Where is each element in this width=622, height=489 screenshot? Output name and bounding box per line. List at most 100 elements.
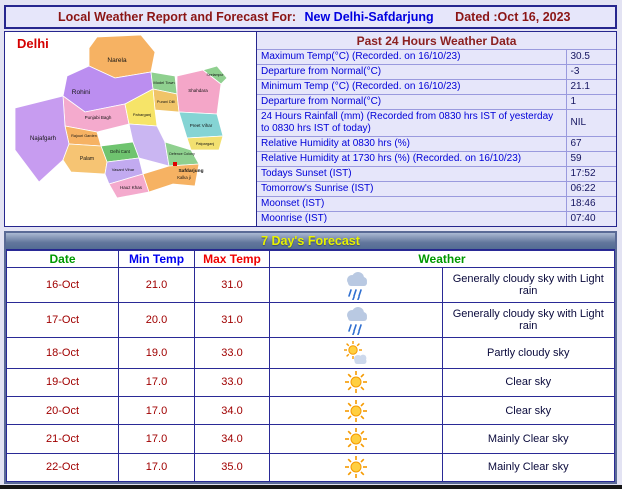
weather-desc-cell: Generally cloudy sky with Light rain: [441, 302, 615, 339]
past24-row: Departure from Normal(°C) -3: [257, 64, 616, 80]
sun-icon: [344, 427, 368, 450]
weather-icon-cell: [269, 337, 443, 369]
past24-row: Maximum Temp(°C) (Recorded. on 16/10/23)…: [257, 50, 616, 65]
safdarjung-marker-label: Safdarjung: [178, 168, 203, 174]
past24-title: Past 24 Hours Weather Data: [257, 32, 616, 50]
district-label: Hauz Khas: [120, 185, 143, 190]
district-label: Purani Dilli: [157, 100, 175, 104]
weather-desc-cell: Mainly Clear sky: [441, 452, 615, 483]
main-section: Delhi: [4, 31, 617, 227]
past24-row: Relative Humidity at 0830 hrs (%) 67: [257, 136, 616, 152]
district-label: Vasant Vihar: [112, 167, 135, 172]
past24-label: Moonset (IST): [257, 196, 567, 212]
district-label: Patparganj: [196, 142, 215, 146]
min-temp-cell: 19.0: [118, 337, 195, 369]
past24-value: 30.5: [566, 50, 616, 65]
past24-label: 24 Hours Rainfall (mm) (Recorded from 08…: [257, 109, 567, 137]
location-link[interactable]: New Delhi-Safdarjung: [304, 10, 434, 24]
past24-value: 17:52: [566, 166, 616, 182]
date-cell: 22-Oct: [6, 452, 119, 483]
max-temp-cell: 31.0: [194, 302, 270, 339]
past24-label: Departure from Normal(°C): [257, 94, 567, 110]
col-header-weather: Weather: [269, 250, 615, 268]
district-label: Kalka ji: [177, 175, 191, 180]
report-header: Local Weather Report and Forecast For: N…: [4, 5, 617, 29]
date-cell: 16-Oct: [6, 266, 119, 304]
forecast-row: 20-Oct 17.0 34.0 Clear sky: [6, 396, 615, 426]
max-temp-cell: 33.0: [194, 337, 270, 369]
safdarjung-marker-icon: [173, 162, 177, 166]
forecast-row: 16-Oct 21.0 31.0 Generally cloudy sky wi…: [6, 266, 615, 304]
forecast-row: 18-Oct 19.0 33.0 Partly cloudy sky: [6, 337, 615, 369]
past24-label: Departure from Normal(°C): [257, 64, 567, 80]
date-cell: 20-Oct: [6, 396, 119, 426]
forecast-title: 7 Day's Forecast: [6, 233, 615, 250]
min-temp-cell: 17.0: [118, 424, 195, 454]
district-label: Model Town: [153, 80, 174, 85]
past24-label: Minimum Temp (°C) (Recorded. on 16/10/23…: [257, 79, 567, 95]
past24-value: 21.1: [566, 79, 616, 95]
district-label: Preet Vihar: [190, 123, 213, 128]
past24-label: Relative Humidity at 0830 hrs (%): [257, 136, 567, 152]
col-header-min-temp: Min Temp: [118, 250, 195, 268]
past24-row: Relative Humidity at 1730 hrs (%) (Recor…: [257, 151, 616, 167]
col-header-max-temp: Max Temp: [194, 250, 270, 268]
past24-value: 1: [566, 94, 616, 110]
weather-icon-cell: [269, 266, 443, 304]
past24-label: Tomorrow's Sunrise (IST): [257, 181, 567, 197]
past24-row: Moonset (IST) 18:46: [257, 196, 616, 212]
sun-icon: [344, 371, 368, 394]
weather-icon-cell: [269, 452, 443, 483]
past24-table: Maximum Temp(°C) (Recorded. on 16/10/23)…: [257, 50, 616, 226]
weather-desc-cell: Clear sky: [441, 367, 615, 398]
rain-icon: [344, 272, 368, 301]
sun-icon: [344, 399, 368, 422]
max-temp-cell: 34.0: [194, 424, 270, 454]
past24-label: Maximum Temp(°C) (Recorded. on 16/10/23): [257, 50, 567, 65]
weather-icon-cell: [269, 424, 443, 454]
sun-icon: [344, 456, 368, 479]
past24-value: 18:46: [566, 196, 616, 212]
forecast-header-row: Date Min Temp Max Temp Weather: [6, 250, 615, 268]
past24-value: NIL: [566, 109, 616, 137]
weather-icon-cell: [269, 302, 443, 339]
forecast-row: 22-Oct 17.0 35.0 Mainly Clear sky: [6, 452, 615, 483]
past24-value: 07:40: [570, 213, 596, 224]
max-temp-cell: 35.0: [194, 452, 270, 483]
forecast-panel: 7 Day's Forecast Date Min Temp Max Temp …: [4, 231, 617, 484]
delhi-map: Delhi: [5, 32, 257, 226]
report-date: Dated :Oct 16, 2023: [455, 10, 571, 24]
min-temp-cell: 20.0: [118, 302, 195, 339]
past24-label: Todays Sunset (IST): [257, 166, 567, 182]
past24-panel: Past 24 Hours Weather Data Maximum Temp(…: [257, 32, 616, 226]
district-seelampur-region: [202, 65, 228, 85]
forecast-table: Date Min Temp Max Temp Weather 16-Oct 21…: [6, 250, 615, 483]
past24-row: Todays Sunset (IST) 17:52: [257, 166, 616, 182]
forecast-row: 17-Oct 20.0 31.0 Generally cloudy sky wi…: [6, 302, 615, 339]
rain-icon: [344, 307, 368, 336]
report-title: Local Weather Report and Forecast For:: [58, 10, 297, 24]
district-label: Najafgarh: [30, 136, 56, 142]
district-label: Rajouri Garden: [71, 134, 97, 138]
past24-row: Tomorrow's Sunrise (IST) 06:22: [257, 181, 616, 197]
delhi-map-image: Narela Rohini Model Town Purani Dilli Sh…: [14, 34, 228, 199]
date-cell: 21-Oct: [6, 424, 119, 454]
date-cell: 17-Oct: [6, 302, 119, 339]
max-temp-cell: 31.0: [194, 266, 270, 304]
min-temp-cell: 17.0: [118, 452, 195, 483]
past24-label: Relative Humidity at 1730 hrs (%) (Recor…: [257, 151, 567, 167]
past24-row: Moonrise (IST) 07:40: [257, 211, 616, 226]
map-title: Delhi: [17, 36, 49, 51]
district-vasant-vihar-region: [104, 157, 144, 185]
district-label: Defence Colony: [169, 152, 195, 156]
forecast-row: 19-Oct 17.0 33.0 Clear sky: [6, 367, 615, 398]
date-cell: 19-Oct: [6, 367, 119, 398]
max-temp-cell: 34.0: [194, 396, 270, 426]
district-label: Rohini: [72, 89, 90, 96]
weather-icon-cell: [269, 367, 443, 398]
past24-row: Minimum Temp (°C) (Recorded. on 16/10/23…: [257, 79, 616, 95]
district-patparganj-region: [186, 135, 224, 151]
district-label: Shahdara: [188, 88, 208, 93]
past24-label: Moonrise (IST): [257, 211, 567, 226]
